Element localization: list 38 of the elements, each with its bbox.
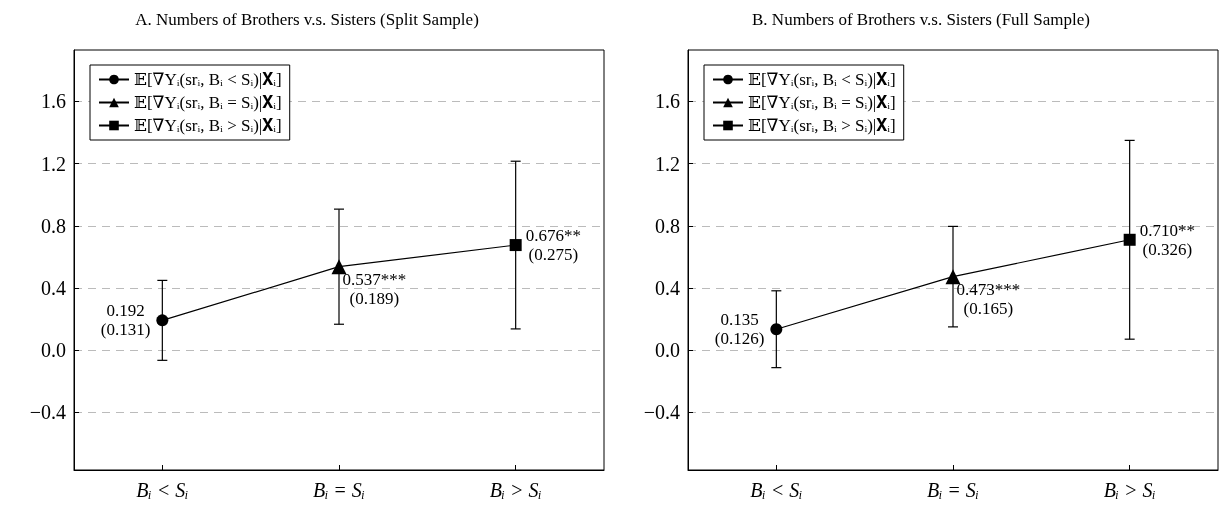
chart-title: A. Numbers of Brothers v.s. Sisters (Split Sample) (135, 10, 479, 29)
point (770, 323, 783, 336)
data-label: 0.473*** (0.165) (956, 279, 1021, 318)
legend-label: 𝔼[∇Yᵢ(srᵢ, Bᵢ > Sᵢ)|𝐗ᵢ] (134, 116, 282, 135)
legend-label: 𝔼[∇Yᵢ(srᵢ, Bᵢ < Sᵢ)|𝐗ᵢ] (748, 70, 896, 89)
y-tick-label: 0.4 (41, 277, 66, 299)
x-tick-label: Bᵢ > Sᵢ (489, 479, 542, 501)
point (1123, 233, 1136, 246)
point (331, 259, 347, 275)
data-label: 0.537*** (0.189) (342, 269, 407, 308)
y-tick-label: 0.0 (655, 339, 680, 362)
x-tick-label: Bᵢ < Sᵢ (136, 479, 189, 501)
y-tick-label: 0.8 (655, 214, 680, 237)
y-tick-label: 0.4 (655, 277, 680, 299)
x-tick-label: Bᵢ < Sᵢ (750, 479, 803, 501)
y-tick-label: 1.6 (41, 90, 66, 113)
y-tick-label: −0.4 (29, 401, 66, 424)
y-tick-label: 0.0 (41, 339, 66, 362)
x-tick-label: Bᵢ = Sᵢ (926, 479, 980, 501)
y-tick-label: 0.8 (41, 214, 66, 237)
y-tick-label: 1.6 (655, 90, 680, 113)
data-label: 0.135 (0.126) (714, 310, 765, 349)
point (945, 269, 961, 285)
x-tick-label: Bᵢ > Sᵢ (1103, 479, 1156, 501)
data-label: 0.710** (0.326) (1139, 220, 1195, 259)
data-label: 0.676** (0.275) (525, 226, 581, 265)
y-tick-label: 1.2 (41, 152, 66, 175)
y-tick-label: −0.4 (643, 401, 680, 424)
legend-label: 𝔼[∇Yᵢ(srᵢ, Bᵢ > Sᵢ)|𝐗ᵢ] (748, 116, 896, 135)
data-label: 0.192 (0.131) (100, 301, 151, 340)
chart-title: B. Numbers of Brothers v.s. Sisters (Full Sample) (752, 10, 1090, 29)
point (156, 314, 169, 327)
legend-label: 𝔼[∇Yᵢ(srᵢ, Bᵢ < Sᵢ)|𝐗ᵢ] (134, 70, 282, 89)
point (509, 239, 522, 252)
x-tick-label: Bᵢ = Sᵢ (312, 479, 366, 501)
y-tick-label: 1.2 (655, 152, 680, 175)
legend-label: 𝔼[∇Yᵢ(srᵢ, Bᵢ = Sᵢ)|𝐗ᵢ] (748, 93, 896, 112)
legend-label: 𝔼[∇Yᵢ(srᵢ, Bᵢ = Sᵢ)|𝐗ᵢ] (134, 93, 282, 112)
